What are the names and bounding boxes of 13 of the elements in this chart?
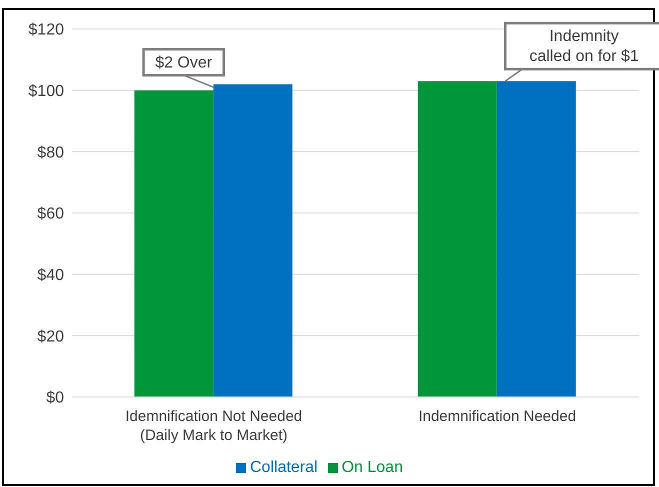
y-tick-label: $80	[37, 144, 64, 162]
y-tick-label: $20	[37, 328, 64, 346]
annotation: Indemnity called on for $1	[529, 28, 639, 66]
y-tick-label: $120	[28, 22, 64, 39]
y-tick-label: $40	[37, 267, 64, 284]
y-tick-label: $60	[37, 206, 64, 223]
y-tick-label: $0	[46, 390, 64, 407]
legend-label: On Loan	[342, 459, 403, 476]
annotation: $2 Over	[155, 54, 213, 72]
legend-label: Collateral	[250, 459, 318, 476]
x-tick-label: Indemnification Needed	[418, 408, 576, 425]
y-tick-label: $100	[28, 83, 64, 100]
x-tick-label: Idemnification Not Needed (Daily Mark to Market)	[125, 408, 302, 444]
